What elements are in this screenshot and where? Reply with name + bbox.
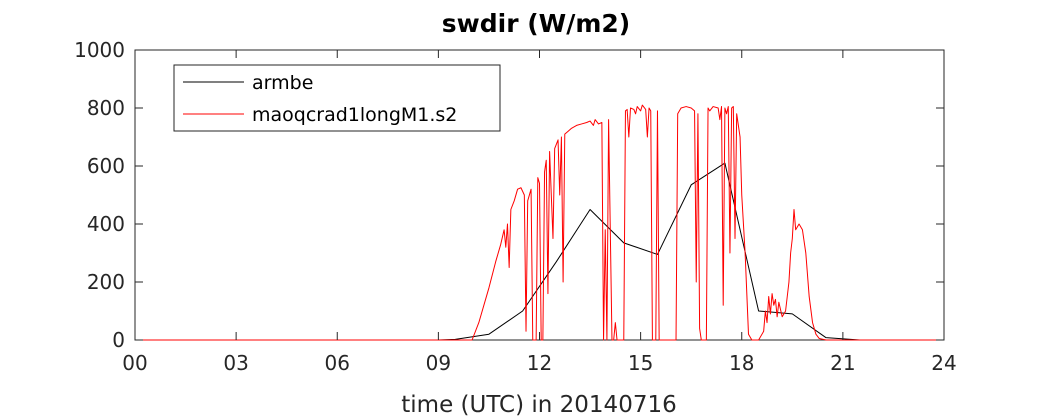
legend-label-armbe: armbe [252,72,313,94]
y-tick-label: 200 [87,270,125,294]
x-tick-label: 06 [325,351,350,375]
x-tick-label: 09 [426,351,451,375]
x-axis-title: time (UTC) in 20140716 [401,392,676,417]
series-layer [135,104,944,341]
y-tick-label: 1000 [74,38,125,62]
y-tick-label: 800 [87,96,125,120]
y-axis: 0 200 400 600 800 1000 [74,38,944,352]
x-tick-label: 21 [830,351,855,375]
y-tick-label: 0 [112,328,125,352]
x-tick-label: 03 [223,351,248,375]
legend-label-maoqcrad1longM1: maoqcrad1longM1.s2 [252,104,457,126]
x-tick-label: 18 [729,351,754,375]
x-tick-label: 00 [122,351,147,375]
x-tick-label: 12 [527,351,552,375]
y-tick-label: 600 [87,154,125,178]
series-line-1 [135,104,944,341]
legend: armbe maoqcrad1longM1.s2 [173,64,501,132]
legend-box [173,64,501,132]
x-tick-label: 15 [628,351,653,375]
chart-title: swdir (W/m2) [442,9,630,38]
x-tick-label: 24 [931,351,956,375]
y-tick-label: 400 [87,212,125,236]
x-axis: 00 03 06 09 12 15 18 21 24 [122,50,957,375]
